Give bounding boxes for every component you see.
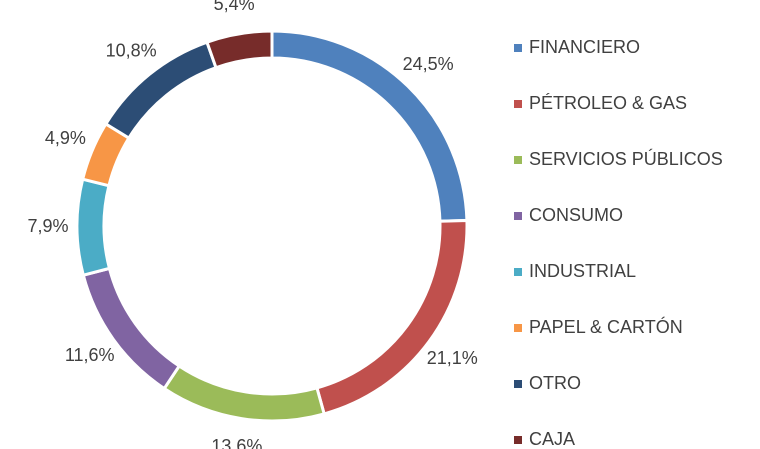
legend-swatch — [514, 324, 522, 332]
legend-swatch — [514, 100, 522, 108]
data-label: 7,9% — [27, 216, 68, 236]
data-label: 21,1% — [427, 348, 478, 368]
legend-label: FINANCIERO — [529, 37, 640, 57]
legend-label: CONSUMO — [529, 205, 623, 225]
slice — [81, 266, 182, 391]
slice — [205, 29, 274, 70]
legend-label: PÉTROLEO & GAS — [529, 93, 687, 113]
legend-label: PAPEL & CARTÓN — [529, 316, 683, 337]
legend-swatch — [514, 44, 522, 52]
data-label: 5,4% — [214, 0, 255, 14]
legend-label: INDUSTRIAL — [529, 261, 636, 281]
data-label: 11,6% — [65, 345, 115, 365]
legend-label: SERVICIOS PÚBLICOS — [529, 148, 723, 169]
legend-swatch — [514, 156, 522, 164]
legend-swatch — [514, 380, 522, 388]
data-label: 13,6% — [211, 436, 262, 449]
legend-swatch — [514, 268, 522, 276]
legend-label: OTRO — [529, 373, 581, 393]
data-label: 10,8% — [106, 41, 157, 61]
data-label: 24,5% — [403, 54, 454, 74]
legend-label: CAJA — [529, 429, 575, 449]
legend-swatch — [514, 212, 522, 220]
slice — [75, 177, 112, 278]
slice — [315, 218, 469, 416]
data-label: 4,9% — [45, 128, 86, 148]
legend-swatch — [514, 436, 522, 444]
slice — [162, 363, 326, 423]
